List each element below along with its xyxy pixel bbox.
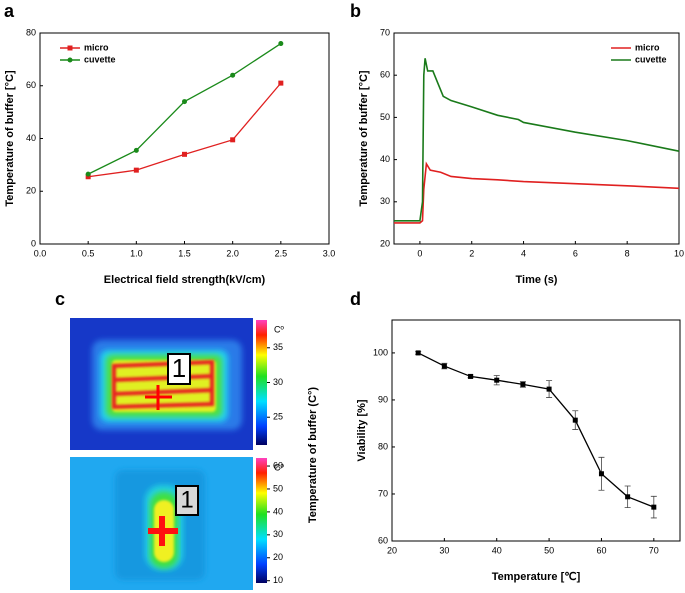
marker — [572, 417, 578, 423]
x-tick-label: 1.0 — [130, 248, 143, 258]
y-tick-label: 50 — [380, 112, 390, 122]
x-tick-label: 50 — [544, 545, 554, 555]
marker — [230, 72, 236, 78]
marker — [441, 363, 447, 369]
legend-label: micro — [84, 42, 109, 52]
series-line — [417, 352, 655, 508]
marker — [651, 504, 657, 510]
panel-label: b — [350, 1, 361, 21]
colorbar-tick-label: 60 — [273, 460, 283, 470]
marker — [230, 137, 236, 143]
thermal-image-top: 1 — [70, 318, 253, 450]
y-tick-label: 70 — [378, 488, 388, 498]
x-tick-label: 2.0 — [226, 248, 239, 258]
x-tick-label: 0.5 — [82, 248, 95, 258]
x-tick-label: 8 — [625, 248, 630, 258]
x-tick-label: 6 — [573, 248, 578, 258]
marker — [546, 386, 552, 392]
x-tick-label: 0.0 — [34, 248, 47, 258]
y-tick-label: 90 — [378, 394, 388, 404]
y-axis-label: Temperature of buffer [°C] — [358, 70, 370, 207]
y-tick-label: 0 — [31, 238, 36, 248]
y-tick-label: 20 — [380, 238, 390, 248]
y-tick-label: 80 — [26, 27, 36, 37]
y-tick-label: 70 — [380, 27, 390, 37]
colorbar-tick-label: 30 — [273, 377, 283, 387]
y-tick-label: 60 — [26, 80, 36, 90]
marker — [182, 151, 187, 157]
plot-frame — [39, 32, 330, 245]
panel-label: a — [4, 1, 15, 21]
colorbar-tick-label: 20 — [273, 552, 283, 562]
colorbar-unit: Cº — [274, 462, 284, 472]
panel-label: c — [55, 289, 65, 309]
marker — [468, 373, 474, 379]
x-tick-label: 0 — [417, 248, 422, 258]
colorbar-tick-label: 25 — [273, 412, 283, 422]
marker — [133, 147, 139, 153]
x-tick-label: 3.0 — [323, 248, 336, 258]
marker — [85, 174, 91, 180]
box-label: 1 — [172, 353, 186, 383]
y-tick-label: 60 — [378, 535, 388, 545]
colorbar-tick-label: 10 — [273, 575, 283, 585]
marker — [598, 471, 604, 477]
legend-label: cuvette — [635, 54, 667, 64]
colorbar-unit: Cº — [274, 324, 284, 334]
x-axis-label: Time (s) — [516, 274, 558, 286]
colorbar — [256, 320, 267, 445]
y-tick-label: 60 — [380, 70, 390, 80]
panel-label: d — [350, 289, 361, 309]
x-tick-label: 4 — [521, 248, 526, 258]
marker — [133, 167, 139, 173]
y-tick-label: 80 — [378, 441, 388, 451]
series-line — [88, 82, 282, 178]
x-tick-label: 70 — [649, 545, 659, 555]
legend-marker — [67, 57, 73, 63]
x-tick-label: 60 — [596, 545, 606, 555]
colorbar-tick-label: 35 — [273, 342, 283, 352]
colorbar — [256, 458, 267, 583]
y-tick-label: 100 — [373, 347, 388, 357]
legend-marker — [67, 45, 73, 51]
colorbar-tick-label: 40 — [273, 506, 283, 516]
marker — [182, 99, 187, 105]
marker — [494, 377, 500, 383]
plot-frame — [393, 32, 680, 245]
colorbar-tick-label: 30 — [273, 529, 283, 539]
marker — [415, 350, 421, 356]
series-line — [394, 161, 680, 224]
marker — [278, 80, 284, 86]
x-tick-label: 40 — [492, 545, 502, 555]
y-tick-label: 20 — [26, 186, 36, 196]
y-tick-label: 40 — [380, 154, 390, 164]
thermal-image-bottom: 1 — [70, 457, 253, 590]
colorbar-tick-label: 50 — [273, 483, 283, 493]
marker — [278, 41, 284, 47]
y-axis-label: Viability [%] — [356, 399, 368, 461]
x-axis-label: Temperature [℃] — [492, 571, 581, 583]
y-tick-label: 40 — [26, 133, 36, 143]
x-tick-label: 10 — [674, 248, 684, 258]
y-axis-label: Temperature of buffer (C°) — [307, 387, 319, 524]
marker — [625, 494, 631, 500]
y-tick-label: 30 — [380, 196, 390, 206]
x-tick-label: 30 — [439, 545, 449, 555]
x-axis-label: Electrical field strength(kV/cm) — [104, 274, 266, 286]
legend-label: cuvette — [84, 54, 116, 64]
x-tick-label: 20 — [387, 545, 397, 555]
marker — [85, 171, 91, 177]
x-tick-label: 2.5 — [275, 248, 288, 258]
legend-label: micro — [635, 42, 660, 52]
series-line — [394, 58, 680, 222]
marker — [520, 381, 526, 387]
y-axis-label: Temperature of buffer [°C] — [4, 70, 16, 207]
x-tick-label: 1.5 — [178, 248, 191, 258]
box-label: 1 — [180, 486, 193, 513]
x-tick-label: 2 — [469, 248, 474, 258]
plot-frame — [391, 319, 681, 542]
